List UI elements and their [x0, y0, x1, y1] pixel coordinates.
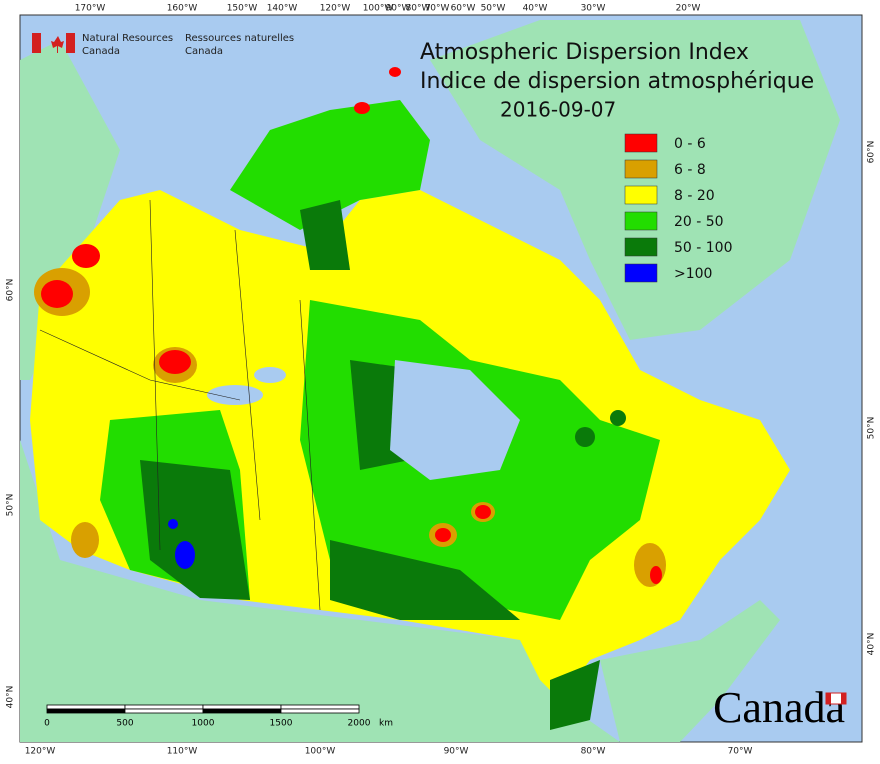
flag-bar: [32, 33, 41, 53]
latitude-label: 40°N: [6, 686, 16, 709]
longitude-label: 80°W: [581, 747, 606, 757]
longitude-label: 150°W: [227, 4, 258, 14]
agency: Canada: [185, 46, 223, 57]
dkgreen-west: [140, 460, 250, 600]
scale-label: 1000: [192, 719, 215, 729]
greenland: [430, 20, 840, 340]
zone: [159, 350, 191, 374]
scale-segment: [280, 704, 360, 710]
scale-unit: km: [379, 719, 393, 729]
longitude-label: 90°W: [444, 747, 469, 757]
latitude-label: 50°N: [867, 417, 877, 440]
wordmark: Canada: [713, 683, 845, 732]
longitude-label: 100°W: [363, 4, 394, 14]
usa: [20, 440, 620, 742]
dkgreen-ontario: [550, 660, 600, 730]
hudson-bay: [390, 360, 520, 480]
agency: Canada: [82, 46, 120, 57]
wordmark-flag: [841, 693, 846, 704]
longitude-label: 60°W: [451, 4, 476, 14]
zone: [168, 519, 178, 529]
zone: [634, 543, 666, 587]
agency: Natural Resources: [82, 33, 173, 44]
flag-leaf: [51, 36, 64, 53]
scale-segment: [202, 708, 282, 714]
date: 2016-09-07: [500, 98, 616, 122]
zone: [475, 505, 491, 519]
title: Indice de dispersion atmosphérique: [420, 69, 814, 94]
lake: [207, 385, 263, 405]
zone: [575, 427, 595, 447]
zone: [354, 102, 370, 114]
legend-swatch: [624, 263, 658, 283]
longitude-label: 50°W: [481, 4, 506, 14]
legend-swatch: [624, 211, 658, 231]
flag-bar: [66, 33, 75, 53]
latitude-label: 60°N: [6, 279, 16, 302]
scale-segment: [202, 704, 282, 710]
scale-segment: [124, 708, 204, 714]
longitude-label: 140°W: [267, 4, 298, 14]
scale-label: 0: [44, 719, 50, 729]
scale-label: 1500: [270, 719, 293, 729]
agency: Ressources naturelles: [185, 33, 294, 44]
legend-swatch: [624, 133, 658, 153]
dkgreen-arctic: [300, 200, 350, 270]
longitude-label: 120°W: [320, 4, 351, 14]
legend-swatch: [624, 159, 658, 179]
scale-segment: [46, 704, 126, 710]
latitude-label: 50°N: [6, 494, 16, 517]
zone: [610, 410, 626, 426]
longitude-label: 70°W: [425, 4, 450, 14]
longitude-label: 20°W: [676, 4, 701, 14]
longitude-label: 100°W: [305, 747, 336, 757]
legend-label: 50 - 100: [674, 240, 733, 256]
zone: [389, 67, 401, 77]
scale-label: 2000: [348, 719, 371, 729]
longitude-label: 120°W: [25, 747, 56, 757]
longitude-label: 40°W: [523, 4, 548, 14]
zone: [72, 244, 100, 268]
lake: [254, 367, 286, 383]
longitude-label: 160°W: [167, 4, 198, 14]
scale-segment: [46, 708, 126, 714]
latitude-label: 40°N: [867, 633, 877, 656]
longitude-label: 30°W: [581, 4, 606, 14]
zone: [650, 566, 662, 584]
dkgreen-south: [330, 540, 520, 620]
zone: [435, 528, 451, 542]
longitude-label: 170°W: [75, 4, 106, 14]
legend-swatch: [624, 237, 658, 257]
legend-label: 6 - 8: [674, 162, 706, 178]
longitude-label: 80°W: [406, 4, 431, 14]
longitude-label: 90°W: [386, 4, 411, 14]
scale-bar: 0 500 1000 1500 2000 km: [44, 704, 393, 729]
legend-swatch: [624, 185, 658, 205]
longitude-label: 70°W: [728, 747, 753, 757]
arctic-islands: [230, 100, 430, 230]
scale-label: 500: [116, 719, 133, 729]
usa-east: [600, 600, 780, 742]
scale-segment: [280, 708, 360, 714]
scale-segment: [124, 704, 204, 710]
wordmark-flag: [826, 693, 831, 704]
legend: 0 - 6 6 - 8 8 - 20 20 - 50 50 - 100 >100: [624, 133, 733, 283]
longitude-label: 110°W: [167, 747, 198, 757]
legend-label: 20 - 50: [674, 214, 724, 230]
legend-label: 8 - 20: [674, 188, 715, 204]
graticule: 170°W 160°W 150°W 140°W 120°W 100°W90°W80°W70…: [6, 4, 877, 757]
zone: [175, 541, 195, 569]
zone: [71, 522, 99, 558]
latitude-label: 60°N: [867, 141, 877, 164]
legend-label: >100: [674, 266, 712, 282]
zone: [41, 280, 73, 308]
boundary: [39, 199, 321, 611]
title: Atmospheric Dispersion Index: [420, 40, 749, 65]
legend-label: 0 - 6: [674, 136, 706, 152]
